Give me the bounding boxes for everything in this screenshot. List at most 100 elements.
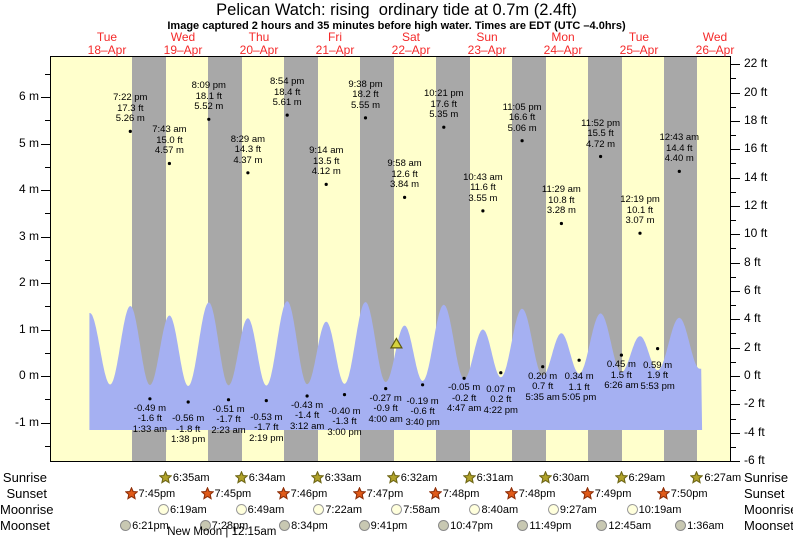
annotation-line: -1.3 ft (332, 416, 357, 428)
annotation-line: 8:29 am (230, 133, 266, 145)
event-time: 12:45am (608, 519, 652, 532)
annotation-line: 4.57 m (154, 145, 184, 157)
star-glyph (352, 487, 366, 500)
low-tide-annotation: -0.49 m -1.6 ft 1:33 am (110, 403, 190, 436)
left-axis-label: 4 m (18, 182, 39, 196)
annotation-line: 10:21 pm (423, 88, 464, 100)
star-glyph (158, 471, 172, 484)
left-axis-label: 1 m (18, 321, 39, 336)
annotation-line: 3.55 m (468, 192, 498, 204)
right-axis-label: 6 ft (744, 282, 761, 297)
low-tide-annotation: 0.34 m 1.1 ft 5:05 pm (539, 372, 619, 404)
sunset-event: 7:48pm (504, 486, 556, 501)
annotation-line: 6:26 am (604, 380, 639, 392)
sunrise-star-icon (462, 471, 476, 484)
day-name: Wed (702, 30, 728, 44)
annotation-line: 15.0 ft (156, 134, 183, 146)
right-axis-major-tick (731, 64, 740, 66)
right-axis-major-tick (731, 461, 740, 463)
annotation-line: 12:19 pm (620, 194, 660, 206)
event-time: 6:30am (552, 471, 590, 484)
right-axis-major-tick (731, 404, 740, 406)
high-tide-annotation: 7:43 am 15.0 ft 4.57 m (129, 125, 209, 157)
annotation-line: 4:22 pm (483, 404, 518, 416)
night-shading-band (207, 57, 242, 461)
sunset-star-icon (656, 487, 670, 500)
moonrise-event: 9:27am (547, 502, 597, 517)
annotation-line: 9:58 am (387, 158, 422, 170)
sunset-event: 7:49pm (580, 486, 631, 501)
annotation-line: 4.37 m (233, 154, 263, 166)
almanac-row-label-sunrise-right: Sunrise (744, 470, 789, 485)
high-tide-annotation: 8:54 pm 18.4 ft 5.61 m (247, 77, 327, 109)
annotation-line: 11:05 pm (502, 101, 542, 113)
moonset-icon (596, 520, 608, 531)
event-time: 7:22am (325, 503, 363, 516)
annotation-line: 9:38 pm (348, 78, 383, 90)
sunset-star-icon (580, 487, 594, 500)
annotation-line: 12.6 ft (391, 168, 418, 180)
right-axis-major-tick (731, 149, 740, 151)
right-axis-minor-tick (731, 191, 736, 193)
annotation-line: -0.05 m (448, 382, 481, 394)
star-glyph (462, 471, 476, 484)
event-time: 7:28pm (211, 519, 249, 532)
almanac-row-label-moonset-right: Moonset (744, 518, 793, 533)
left-axis-label: 5 m (18, 135, 39, 150)
left-axis-major-tick (41, 190, 50, 191)
high-tide-annotation: 8:29 am 14.3 ft 4.37 m (208, 133, 288, 167)
day-label: Mon 24–Apr (525, 31, 601, 57)
annotation-line: -0.9 ft (373, 403, 398, 415)
high-tide-annotation: 10:21 pm 17.6 ft 5.35 m (404, 89, 484, 121)
low-tide-annotation: 0.59 m 1.9 ft 5:53 pm (618, 360, 698, 393)
high-tide-annotation: 12:43 am 14.4 ft 4.40 m (639, 133, 719, 165)
annotation-line: -1.8 ft (176, 423, 201, 435)
annotation-line: 13.5 ft (313, 155, 340, 167)
sunrise-star-icon (538, 471, 552, 484)
moonrise-icon (391, 504, 403, 515)
day-date: 24–Apr (543, 43, 583, 57)
annotation-line: 17.6 ft (430, 98, 457, 110)
annotation-line: 14.4 ft (666, 142, 693, 154)
left-axis-major-tick (41, 422, 50, 424)
annotation-line: 18.2 ft (352, 89, 379, 101)
left-axis-minor-tick (45, 259, 50, 261)
event-time: 6:29am (628, 471, 666, 484)
event-time: 6:49am (247, 503, 285, 516)
star-glyph (538, 471, 552, 484)
day-label: Thu 20–Apr (221, 31, 297, 57)
annotation-line: 5.06 m (507, 122, 537, 134)
right-axis-minor-tick (731, 305, 736, 307)
sunrise-star-icon (310, 471, 324, 484)
moonrise-event: 6:19am (158, 502, 207, 517)
high-tide-annotation: 7:22 pm 17.3 ft 5.26 m (90, 93, 170, 125)
annotation-line: 18.4 ft (273, 86, 301, 98)
right-axis-label: -2 ft (744, 396, 765, 411)
event-time: 11:49pm (529, 519, 572, 532)
low-tide-annotation: -0.40 m -1.3 ft 3:00 pm (305, 406, 385, 439)
moonset-event: 10:47pm (438, 518, 493, 533)
high-tide-annotation: 11:05 pm 16.6 ft 5.06 m (482, 101, 562, 135)
right-axis-major-tick (731, 347, 740, 349)
annotation-line: 3.07 m (625, 215, 655, 227)
day-label: Wed 26–Apr (677, 31, 753, 57)
annotation-line: 10:43 am (463, 171, 503, 183)
moonrise-icon (313, 504, 325, 515)
moonrise-event: 6:49am (235, 502, 285, 517)
annotation-line: 11:29 am (541, 184, 581, 196)
star-glyph (200, 487, 214, 500)
event-time: 7:48pm (518, 487, 556, 500)
right-axis-label: 4 ft (744, 311, 761, 326)
annotation-line: 1:33 am (132, 423, 168, 435)
left-axis-minor-tick (45, 213, 50, 215)
annotation-line: 1:38 pm (171, 434, 206, 446)
sunrise-event: 6:27am (690, 470, 741, 485)
right-axis-major-tick (731, 92, 740, 94)
event-time: 7:47pm (366, 487, 404, 500)
moonset-event: 8:34pm (279, 518, 328, 533)
annotation-line: -1.6 ft (137, 413, 163, 425)
annotation-line: 3:12 am (289, 420, 325, 432)
moonset-icon (120, 520, 132, 531)
annotation-line: 5.26 m (115, 113, 145, 125)
left-axis-major-tick (41, 376, 50, 377)
